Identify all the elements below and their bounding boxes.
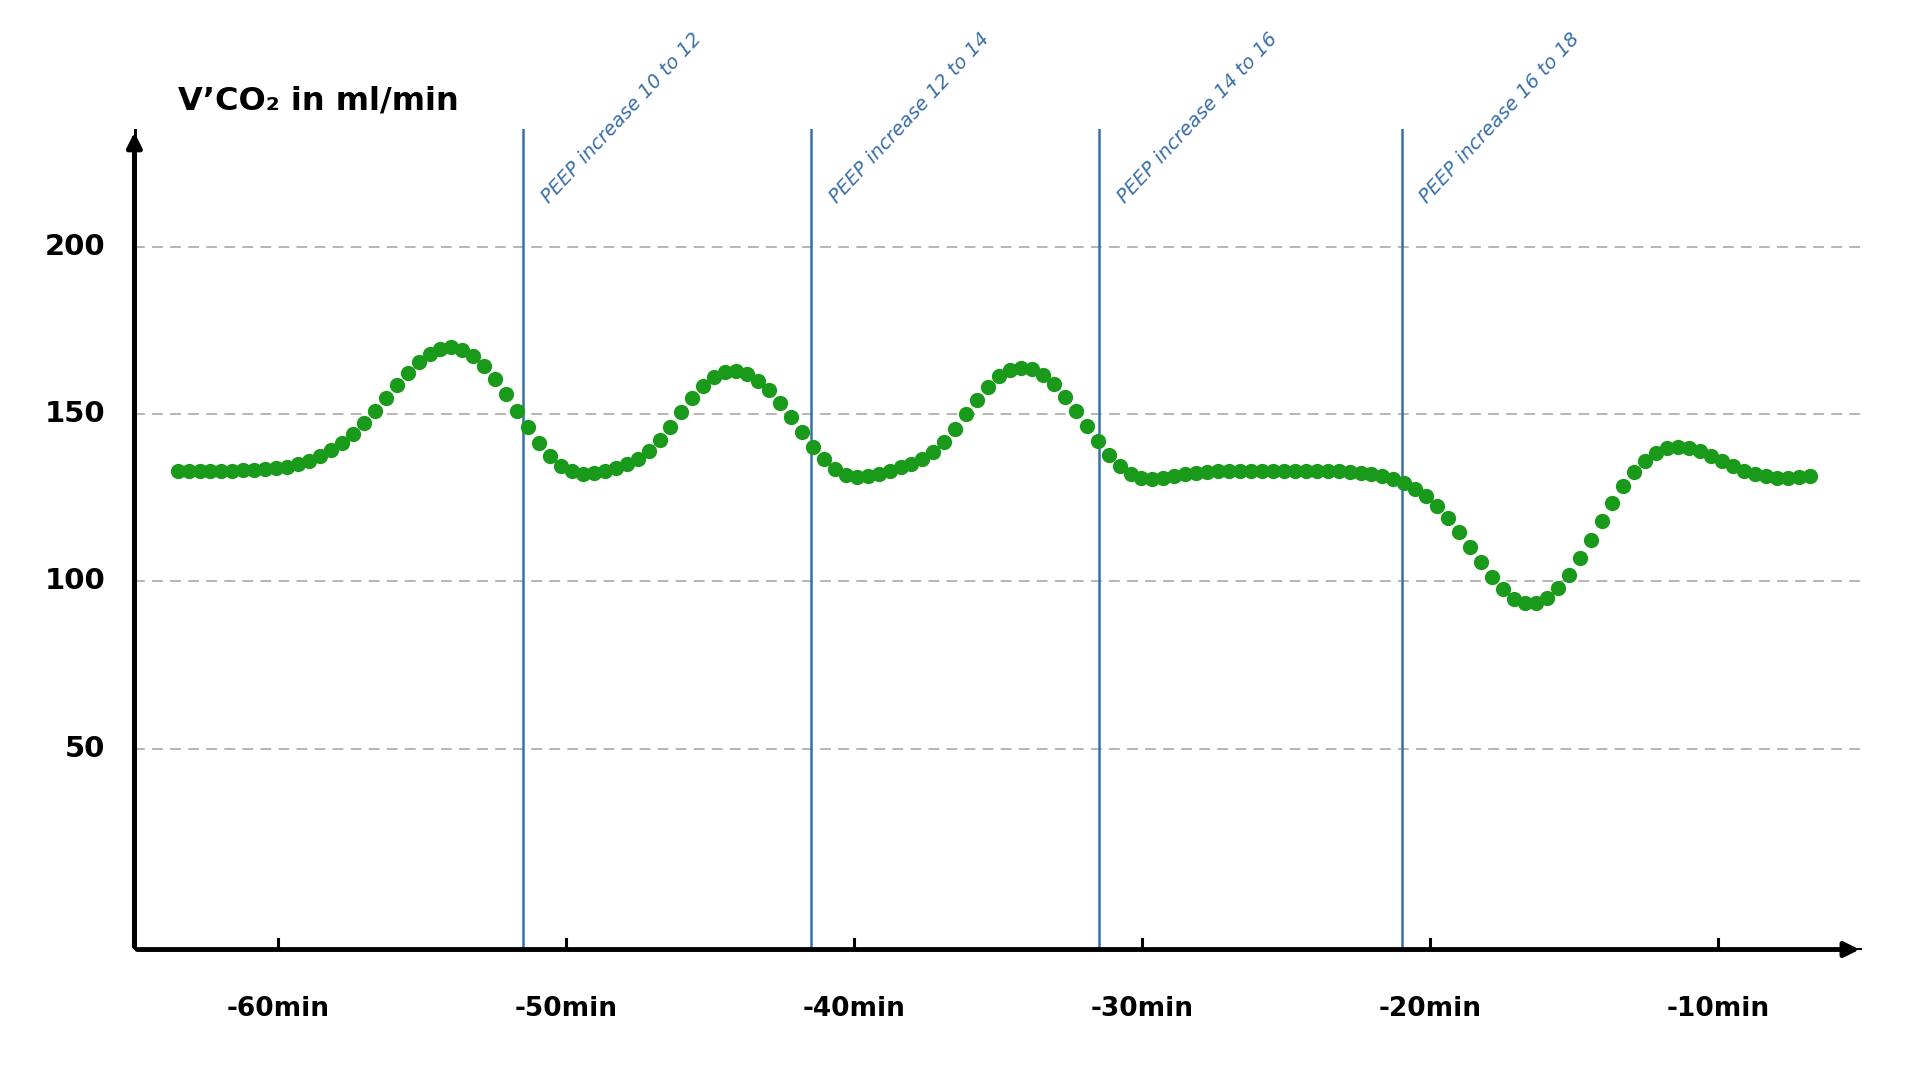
Text: PEEP increase 14 to 16: PEEP increase 14 to 16	[1114, 29, 1281, 206]
Text: PEEP increase 12 to 14: PEEP increase 12 to 14	[826, 29, 993, 206]
Text: PEEP increase 10 to 12: PEEP increase 10 to 12	[538, 29, 705, 206]
Text: -10min: -10min	[1667, 996, 1770, 1023]
Text: V’CO₂ in ml/min: V’CO₂ in ml/min	[177, 85, 459, 117]
Text: -60min: -60min	[227, 996, 330, 1023]
Text: -20min: -20min	[1379, 996, 1482, 1023]
Text: -40min: -40min	[803, 996, 906, 1023]
Text: PEEP increase 16 to 18: PEEP increase 16 to 18	[1415, 29, 1584, 206]
Text: -50min: -50min	[515, 996, 618, 1023]
Text: 200: 200	[44, 233, 106, 261]
Text: 150: 150	[44, 400, 106, 428]
Text: 50: 50	[65, 735, 106, 763]
Text: -30min: -30min	[1091, 996, 1194, 1023]
Text: 100: 100	[44, 568, 106, 596]
